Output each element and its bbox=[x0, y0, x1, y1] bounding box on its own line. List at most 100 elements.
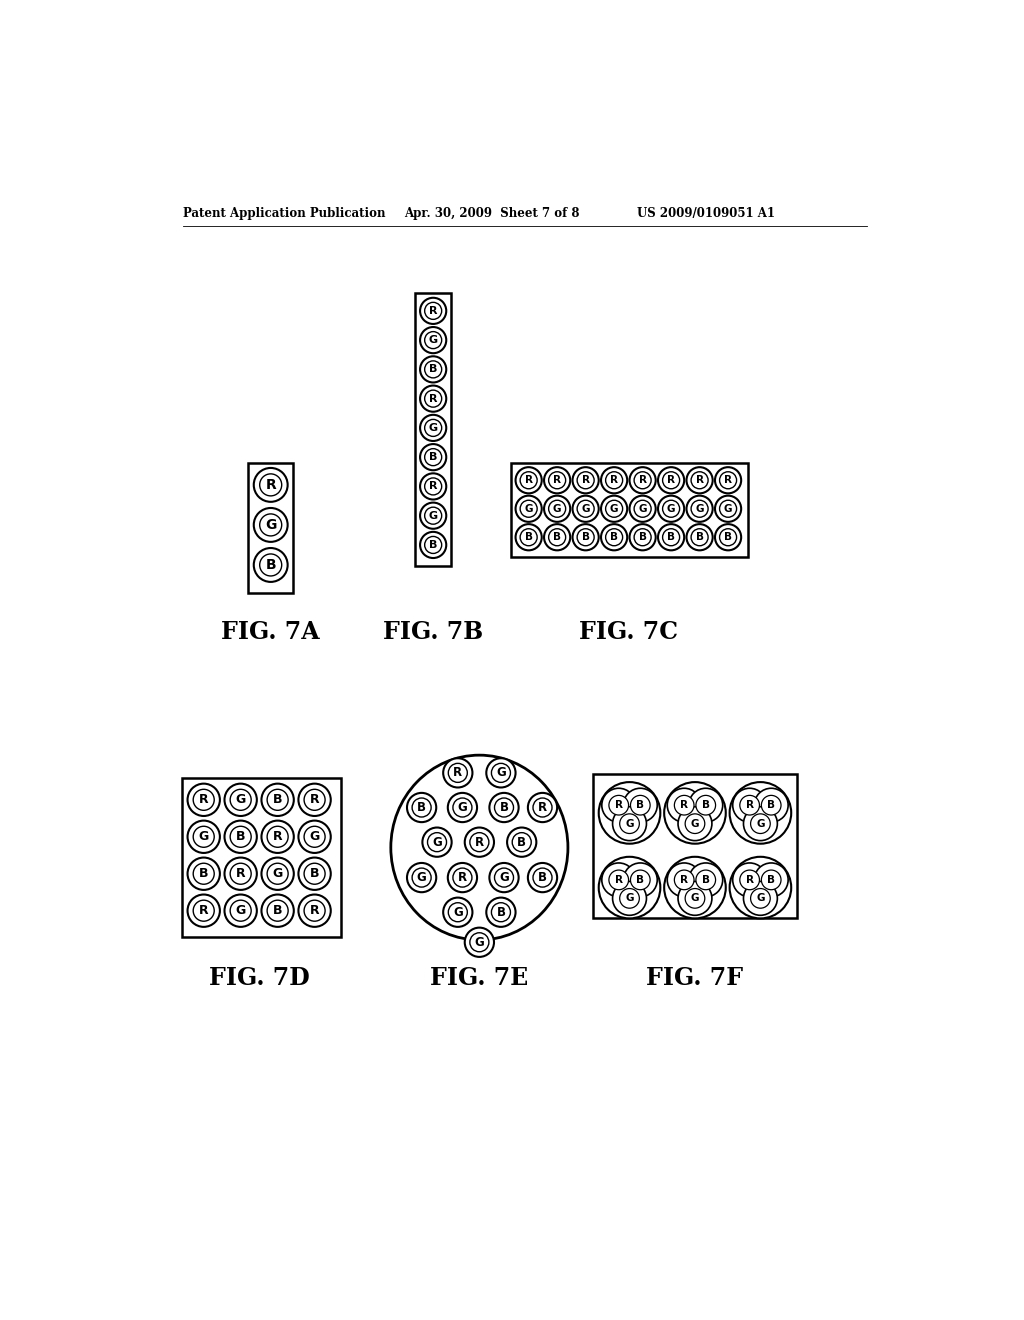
Circle shape bbox=[465, 828, 494, 857]
Text: B: B bbox=[767, 800, 775, 810]
Circle shape bbox=[665, 781, 726, 843]
Circle shape bbox=[515, 524, 542, 550]
Circle shape bbox=[304, 900, 325, 921]
Text: R: R bbox=[724, 475, 732, 486]
Circle shape bbox=[630, 467, 655, 494]
Circle shape bbox=[489, 793, 518, 822]
Text: US 2009/0109051 A1: US 2009/0109051 A1 bbox=[637, 207, 775, 220]
Circle shape bbox=[486, 898, 515, 927]
Circle shape bbox=[420, 474, 446, 499]
Circle shape bbox=[515, 495, 542, 521]
Circle shape bbox=[224, 784, 257, 816]
Text: R: R bbox=[236, 867, 246, 880]
Circle shape bbox=[422, 828, 452, 857]
Circle shape bbox=[420, 444, 446, 470]
Text: G: G bbox=[236, 793, 246, 807]
Circle shape bbox=[634, 471, 651, 488]
Circle shape bbox=[675, 870, 694, 890]
Circle shape bbox=[686, 467, 713, 494]
Circle shape bbox=[194, 789, 214, 810]
Circle shape bbox=[739, 870, 760, 890]
Circle shape bbox=[512, 833, 531, 851]
Text: G: G bbox=[429, 422, 437, 433]
Text: R: R bbox=[199, 793, 209, 807]
Circle shape bbox=[715, 524, 741, 550]
Text: G: G bbox=[638, 504, 647, 513]
Circle shape bbox=[520, 471, 538, 488]
Text: B: B bbox=[701, 800, 710, 810]
Text: G: G bbox=[691, 894, 699, 903]
Circle shape bbox=[425, 391, 441, 407]
Circle shape bbox=[733, 863, 767, 896]
Text: G: G bbox=[429, 335, 437, 345]
Text: G: G bbox=[724, 504, 732, 513]
Circle shape bbox=[696, 796, 716, 814]
Circle shape bbox=[620, 888, 639, 908]
Circle shape bbox=[230, 900, 251, 921]
Text: R: R bbox=[667, 475, 675, 486]
Circle shape bbox=[730, 781, 792, 843]
Circle shape bbox=[631, 870, 650, 890]
Bar bbox=[182, 779, 341, 937]
Circle shape bbox=[691, 529, 709, 545]
Circle shape bbox=[549, 500, 565, 517]
Circle shape bbox=[224, 858, 257, 890]
Circle shape bbox=[578, 500, 594, 517]
Circle shape bbox=[605, 471, 623, 488]
Circle shape bbox=[447, 793, 477, 822]
Text: R: R bbox=[429, 482, 437, 491]
Text: R: R bbox=[680, 875, 688, 884]
Circle shape bbox=[254, 548, 288, 582]
Text: FIG. 7B: FIG. 7B bbox=[383, 620, 483, 644]
Text: R: R bbox=[458, 871, 467, 884]
Circle shape bbox=[609, 870, 629, 890]
Circle shape bbox=[733, 788, 767, 822]
Text: B: B bbox=[701, 875, 710, 884]
Text: R: R bbox=[310, 793, 319, 807]
Text: G: G bbox=[265, 517, 276, 532]
Circle shape bbox=[420, 298, 446, 323]
Text: G: G bbox=[756, 818, 765, 829]
Circle shape bbox=[572, 524, 599, 550]
Text: FIG. 7D: FIG. 7D bbox=[209, 966, 309, 990]
Text: G: G bbox=[309, 830, 319, 843]
Text: G: G bbox=[453, 906, 463, 919]
Ellipse shape bbox=[391, 755, 568, 940]
Text: G: G bbox=[272, 867, 283, 880]
Circle shape bbox=[425, 302, 441, 319]
Text: B: B bbox=[667, 532, 675, 543]
Circle shape bbox=[425, 420, 441, 437]
Circle shape bbox=[304, 789, 325, 810]
Text: G: G bbox=[458, 801, 467, 814]
Circle shape bbox=[420, 503, 446, 529]
Circle shape bbox=[261, 858, 294, 890]
Text: G: G bbox=[695, 504, 703, 513]
Circle shape bbox=[420, 385, 446, 412]
Circle shape bbox=[624, 788, 657, 822]
Text: R: R bbox=[745, 875, 754, 884]
Text: B: B bbox=[517, 836, 526, 849]
Text: R: R bbox=[610, 475, 618, 486]
Text: B: B bbox=[639, 532, 646, 543]
Text: B: B bbox=[636, 800, 644, 810]
Circle shape bbox=[425, 331, 441, 348]
Circle shape bbox=[187, 858, 220, 890]
Circle shape bbox=[668, 788, 701, 822]
Circle shape bbox=[534, 869, 552, 887]
Circle shape bbox=[609, 796, 629, 814]
Circle shape bbox=[495, 799, 513, 817]
Text: R: R bbox=[524, 475, 532, 486]
Circle shape bbox=[420, 356, 446, 383]
Circle shape bbox=[224, 895, 257, 927]
Circle shape bbox=[675, 796, 694, 814]
Circle shape bbox=[412, 799, 431, 817]
Text: R: R bbox=[454, 767, 463, 779]
Text: G: G bbox=[474, 936, 484, 949]
Circle shape bbox=[528, 863, 557, 892]
Circle shape bbox=[678, 807, 712, 841]
Text: R: R bbox=[745, 800, 754, 810]
Circle shape bbox=[534, 799, 552, 817]
Bar bbox=[593, 775, 798, 919]
Circle shape bbox=[685, 888, 705, 908]
Circle shape bbox=[470, 833, 488, 851]
